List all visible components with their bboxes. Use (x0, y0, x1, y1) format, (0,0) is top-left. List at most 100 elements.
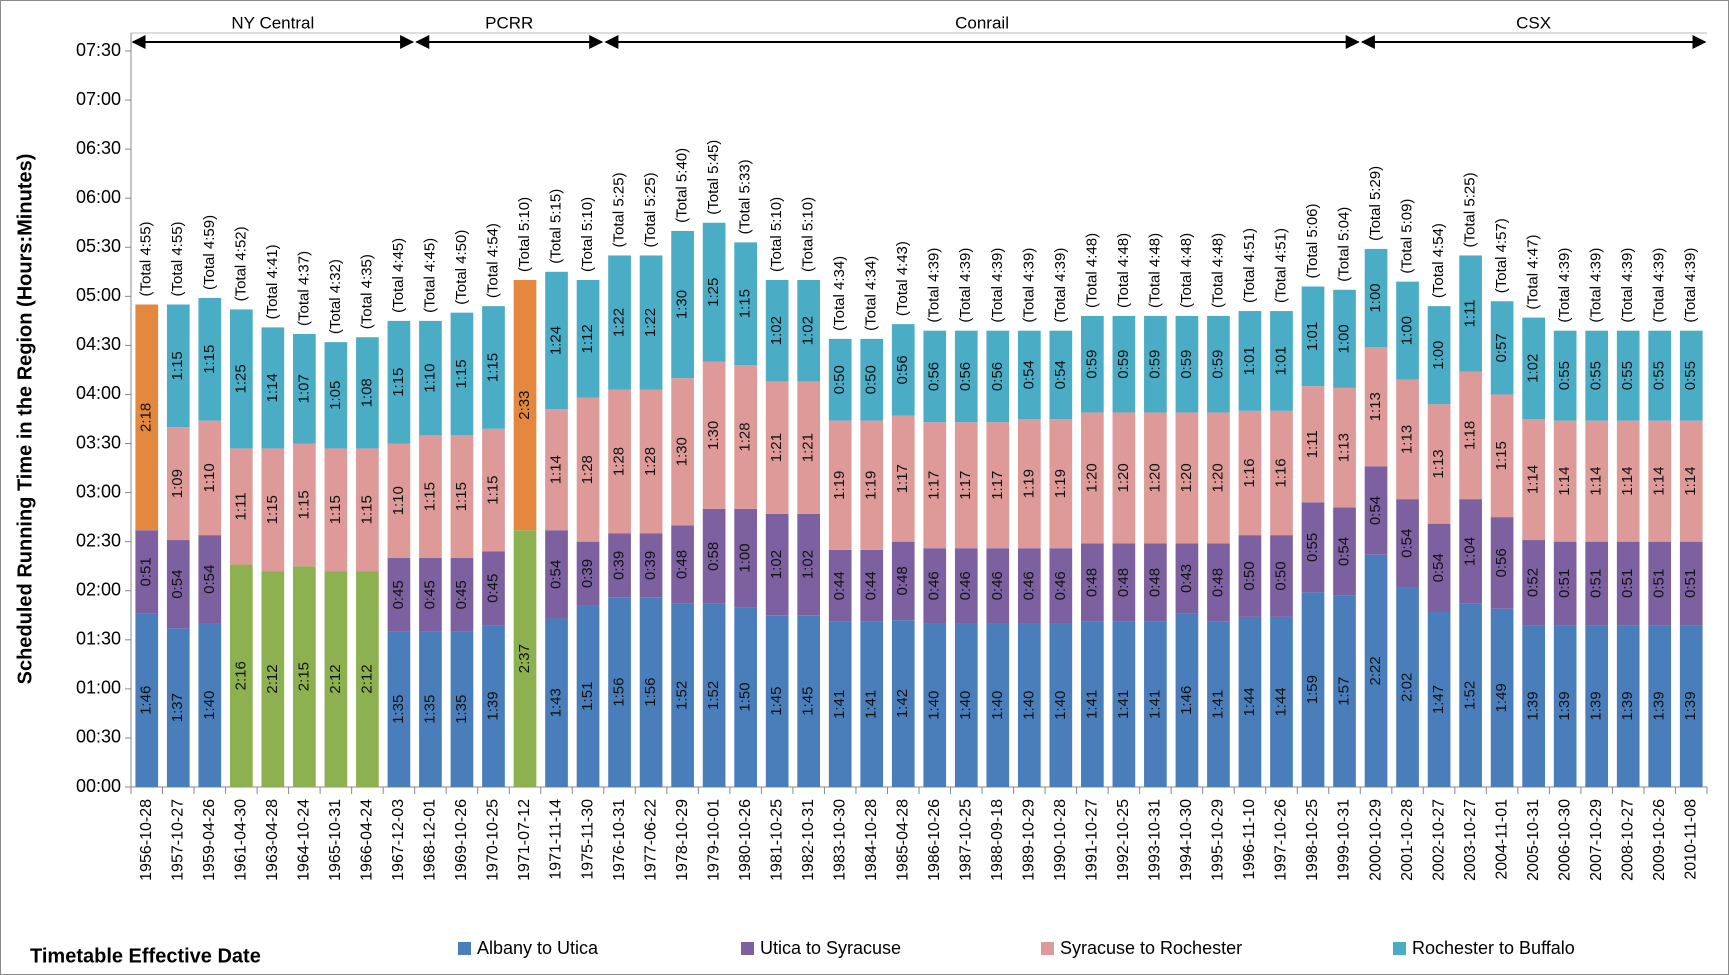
segment-label: 0:39 (611, 551, 628, 580)
bar-segment (1427, 523, 1451, 612)
bar-segment (1049, 623, 1073, 787)
bar-segment (860, 338, 884, 421)
bar-segment (166, 427, 190, 541)
x-tick-label: 1992-10-25 (1115, 799, 1132, 881)
bar-segment (860, 420, 884, 550)
segment-label: 0:59 (1146, 350, 1163, 379)
segment-label: 1:05 (327, 381, 344, 410)
segment-label: 1:46 (1178, 686, 1195, 715)
segment-label: 0:46 (926, 571, 943, 600)
segment-label: 1:45 (800, 687, 817, 716)
segment-label: 0:59 (1083, 350, 1100, 379)
segment-label: 1:04 (1462, 537, 1479, 566)
segment-label: 1:41 (1115, 690, 1132, 719)
bar-segment (1333, 507, 1356, 596)
segment-label: 1:11 (232, 492, 249, 520)
segment-label: 0:48 (1083, 568, 1100, 597)
bar-segment (387, 631, 411, 787)
legend-label: Utica to Syracuse (760, 938, 901, 958)
x-tick-label: 2001-10-28 (1399, 799, 1416, 881)
bar-segment (923, 548, 947, 624)
segment-label: 1:11 (1304, 430, 1321, 458)
segment-label: 1:49 (1493, 683, 1510, 712)
total-label: (Total 4:39) (989, 248, 1006, 323)
bar-segment (923, 623, 947, 787)
bar-segment (1017, 419, 1041, 549)
segment-label: 1:20 (1083, 463, 1100, 492)
segment-label: 1:28 (579, 455, 596, 484)
bar-segment (954, 548, 978, 624)
total-label: (Total 4:39) (1020, 248, 1037, 323)
total-label: (Total 4:48) (1209, 233, 1226, 308)
x-tick-label: 2006-10-30 (1556, 799, 1573, 881)
segment-label: 0:55 (1619, 361, 1636, 390)
total-label: (Total 4:54) (1430, 223, 1447, 298)
segment-label: 1:13 (1367, 392, 1384, 421)
bar-segment (1333, 595, 1356, 787)
segment-label: 1:09 (169, 469, 186, 498)
x-tick-label: 1996-11-10 (1241, 799, 1258, 880)
bar-segment (1175, 412, 1199, 544)
segment-label: 1:15 (201, 345, 218, 374)
x-tick-label: 1999-10-31 (1336, 799, 1353, 881)
bar-segment (1522, 419, 1545, 541)
segment-label: 1:39 (1588, 691, 1605, 720)
segment-label: 0:59 (1209, 350, 1226, 379)
x-tick-label: 1961-04-30 (233, 799, 250, 881)
segment-label: 2:33 (516, 390, 533, 419)
x-tick-label: 1977-06-22 (642, 799, 659, 881)
segment-label: 1:41 (863, 690, 880, 719)
segment-label: 2:12 (327, 664, 344, 693)
bar-segment (293, 443, 316, 567)
segment-label: 1:18 (1462, 421, 1479, 450)
legend-label: Albany to Utica (477, 938, 599, 958)
bar-segment (639, 597, 663, 787)
total-label: (Total 4:59) (201, 215, 218, 290)
total-label: (Total 4:32) (327, 259, 344, 334)
bar-segment (986, 623, 1010, 787)
y-tick-label: 07:00 (76, 89, 121, 109)
bar-segment (797, 381, 821, 514)
x-tick-label: 1956-10-28 (138, 799, 155, 881)
bar-segment (1144, 621, 1167, 787)
bar-segment (1333, 387, 1356, 508)
bar-segment (198, 297, 222, 421)
segment-label: 1:15 (484, 353, 501, 382)
y-tick-label: 02:00 (76, 579, 121, 599)
bar-segment (1081, 621, 1104, 787)
segment-label: 1:17 (926, 471, 943, 500)
bar-segment (671, 378, 694, 526)
segment-label: 0:45 (390, 580, 407, 609)
segment-label: 1:00 (1399, 316, 1416, 345)
bar-segment (1459, 371, 1482, 500)
bar-segment (450, 435, 474, 559)
y-tick-label: 01:00 (76, 678, 121, 698)
segment-label: 2:12 (264, 664, 281, 693)
bar-segment (293, 566, 316, 787)
era-label: PCRR (485, 13, 533, 32)
segment-label: 0:44 (831, 571, 848, 600)
x-tick-label: 2004-11-01 (1493, 799, 1510, 880)
bar-segment (986, 548, 1010, 624)
total-label: (Total 5:40) (674, 148, 691, 223)
segment-label: 1:41 (1083, 690, 1100, 719)
segment-label: 0:46 (989, 571, 1006, 600)
legend-label: Rochester to Buffalo (1412, 938, 1575, 958)
bar-segment (1238, 311, 1262, 411)
segment-label: 0:39 (579, 559, 596, 588)
x-tick-label: 1975-11-30 (579, 799, 596, 880)
bar-segment (1396, 587, 1419, 787)
total-label: (Total 4:39) (1588, 248, 1605, 323)
segment-label: 0:50 (831, 365, 848, 394)
total-label: (Total 4:39) (1556, 248, 1573, 323)
total-label: (Total 5:06) (1304, 203, 1321, 278)
bar-segment (1459, 603, 1482, 787)
segment-label: 1:10 (390, 486, 407, 515)
segment-label: 1:17 (989, 471, 1006, 500)
bar-segment (923, 330, 947, 423)
segment-label: 1:42 (894, 689, 911, 718)
segment-label: 1:15 (737, 289, 754, 318)
y-axis-title: Scheduled Running Time in the Region (Ho… (14, 154, 36, 685)
